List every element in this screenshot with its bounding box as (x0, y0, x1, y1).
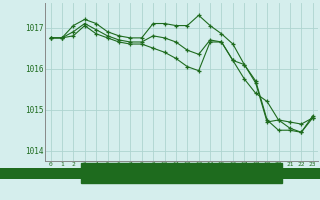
X-axis label: Graphe pression niveau de la mer (hPa): Graphe pression niveau de la mer (hPa) (87, 169, 276, 178)
